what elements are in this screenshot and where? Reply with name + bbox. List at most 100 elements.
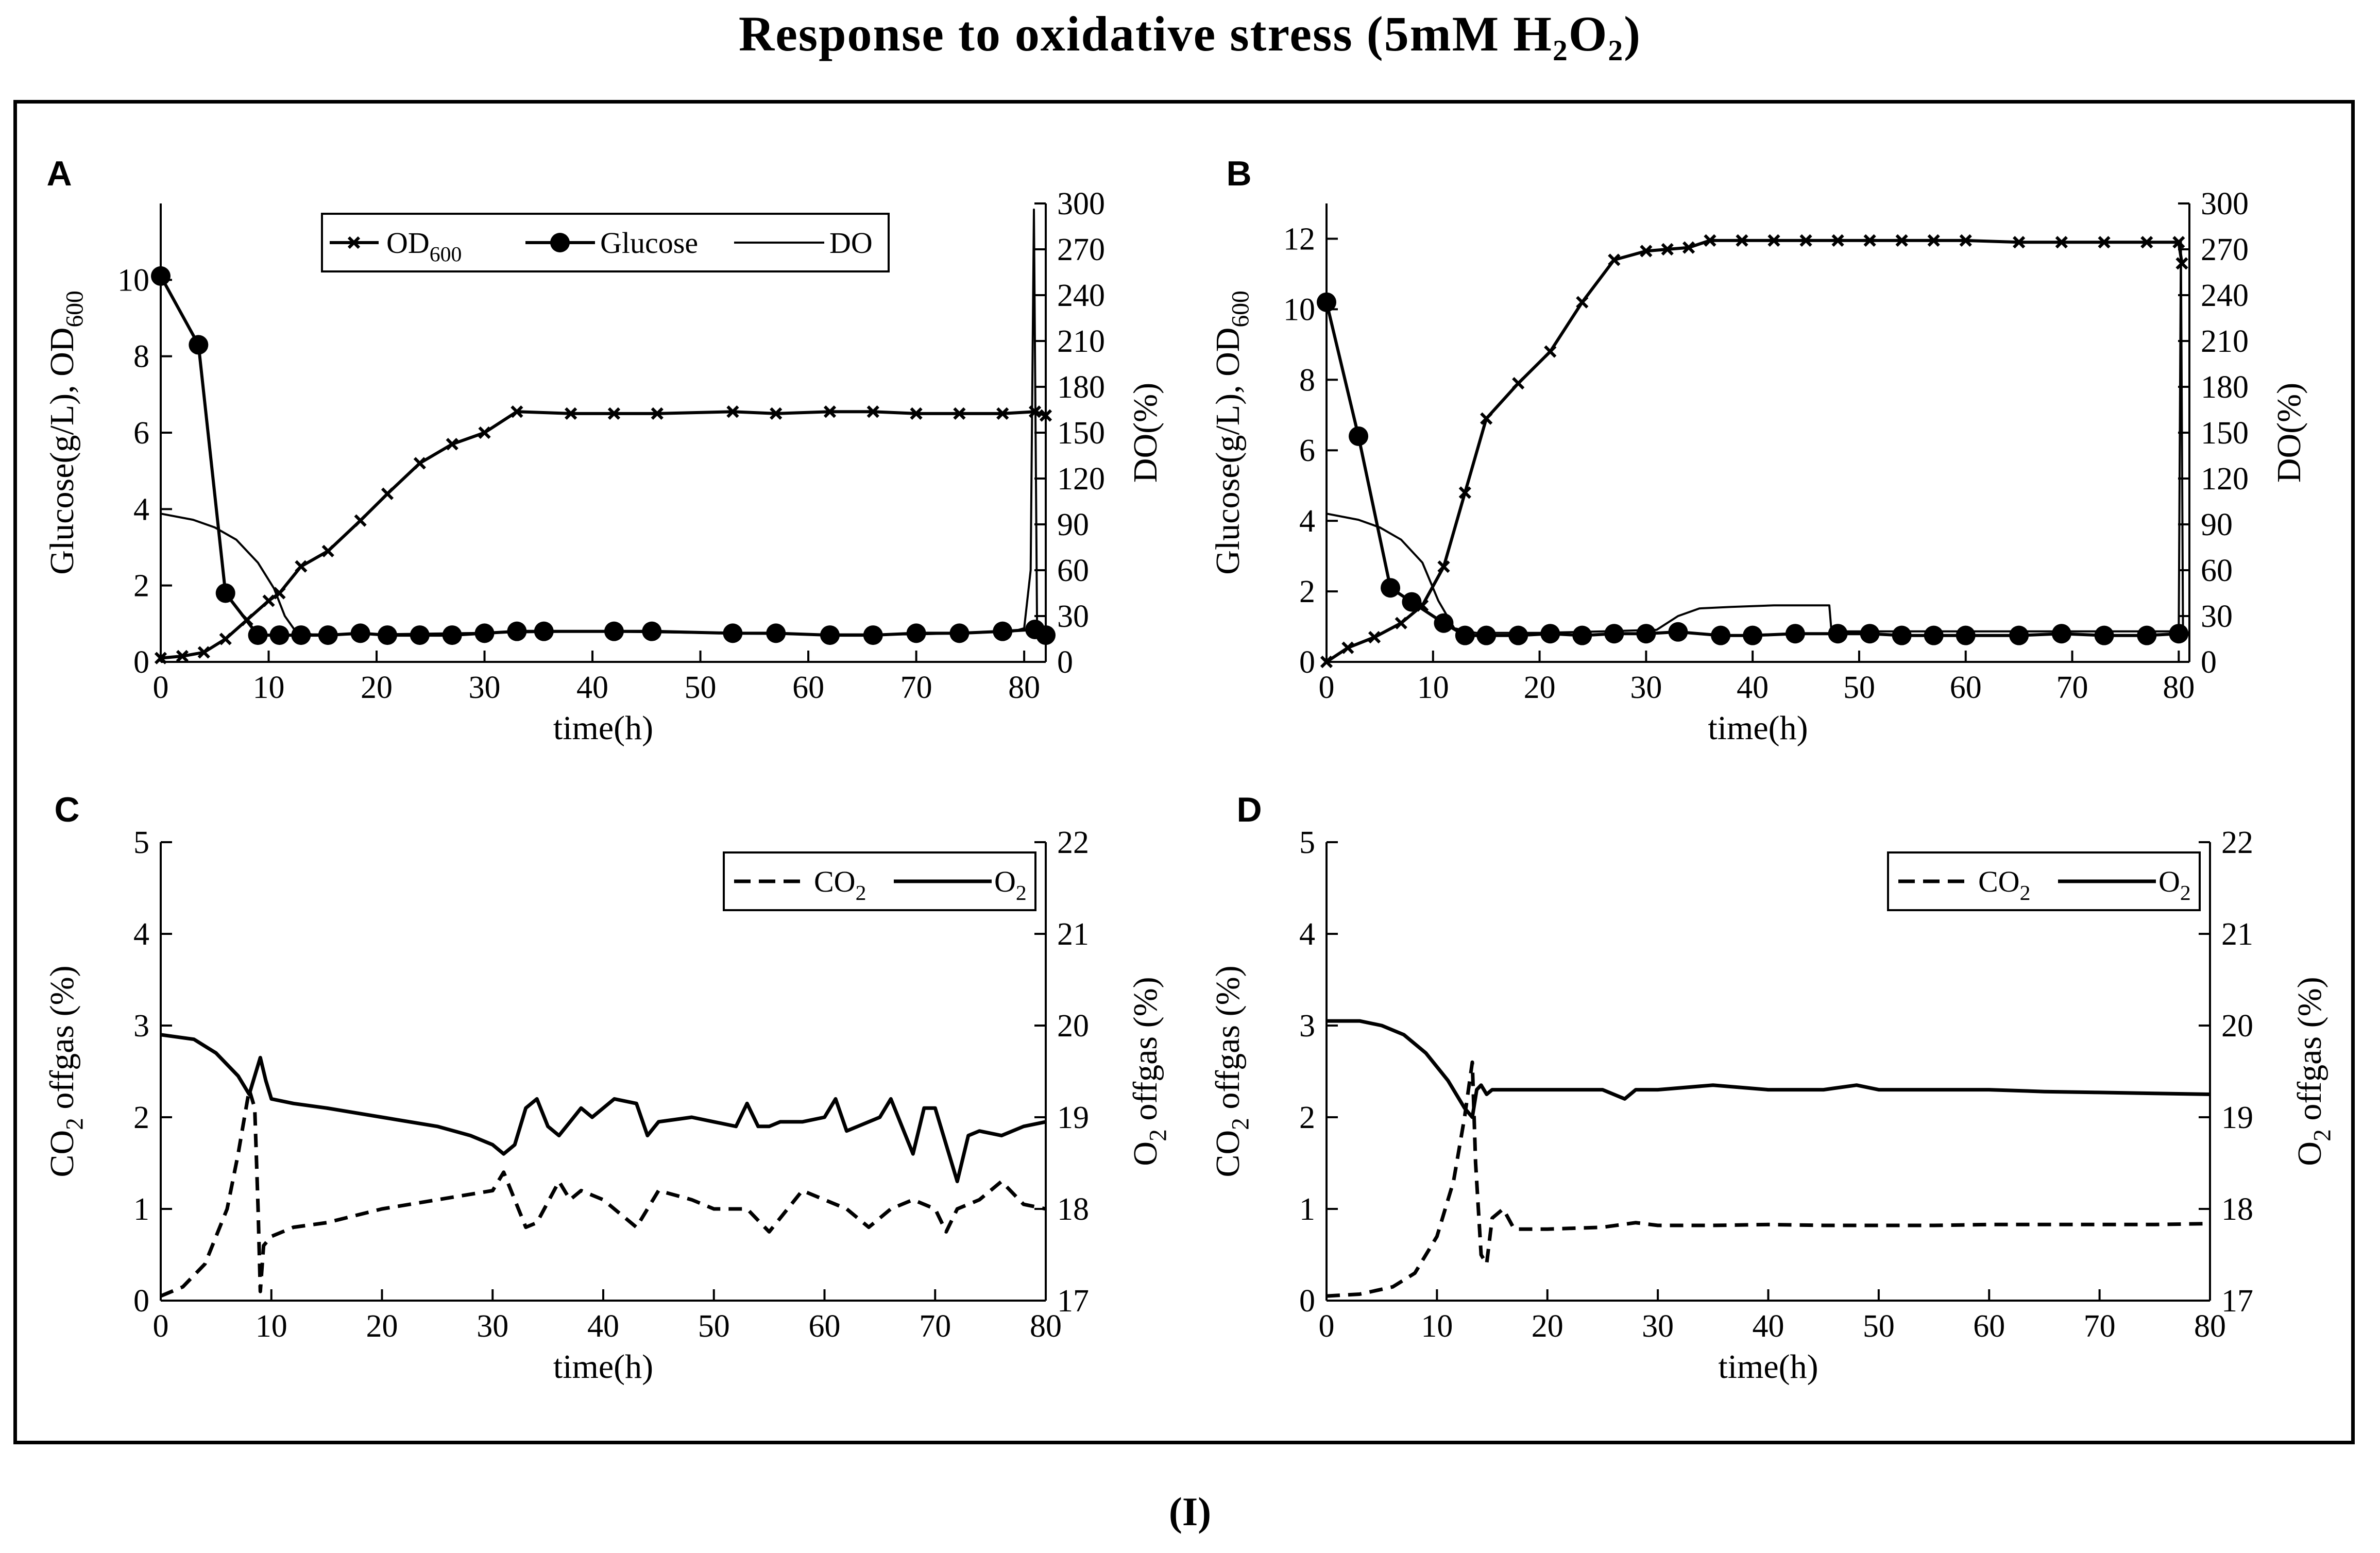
- y-tick-label-right: 21: [2221, 917, 2253, 952]
- glucose-point: [1636, 624, 1656, 644]
- y-tick-label-right: 21: [1057, 917, 1089, 952]
- glucose-point: [215, 583, 235, 603]
- y-tick-label-right: 90: [1057, 507, 1089, 542]
- od600-point: [1799, 234, 1812, 247]
- glucose-point: [189, 335, 209, 355]
- y-tick-label-right: 18: [2221, 1192, 2253, 1227]
- od600-point: [1959, 234, 1972, 247]
- panel-c: C 0 10 20 30 40 50 60 70 80 0 1 2 3 4 5 17 18 19 20 21 22 time…: [43, 790, 1171, 1386]
- glucose-point: [1860, 624, 1880, 644]
- y-tick-label-right: 20: [1057, 1009, 1089, 1044]
- od600-point: [2013, 236, 2026, 249]
- x-tick-label: 30: [1630, 670, 1662, 705]
- y-tick-label-left: 4: [1299, 917, 1315, 952]
- x-tick-label: 40: [1737, 670, 1769, 705]
- y-tick-label-right: 30: [1057, 599, 1089, 634]
- x-tick-label: 60: [1950, 670, 1982, 705]
- y-tick-label-right: 180: [2201, 370, 2249, 405]
- y-tick-label-right: 210: [2201, 324, 2249, 359]
- od600-point: [2172, 236, 2185, 249]
- y-tick-label-right: 90: [2201, 507, 2233, 542]
- od600-point: [1927, 234, 1940, 247]
- glucose-point: [442, 625, 462, 645]
- od600-point: [1480, 412, 1493, 425]
- series-line-o2: [160, 1033, 1046, 1184]
- glucose-point: [410, 625, 430, 645]
- od600-point: [2055, 236, 2068, 249]
- glucose-point: [1892, 625, 1912, 645]
- x-tick-label: 80: [1030, 1309, 1062, 1344]
- x-tick-label: 20: [1532, 1309, 1563, 1344]
- series-line-do: [160, 208, 1046, 636]
- x-tick-label: 50: [698, 1309, 730, 1344]
- od600-point: [262, 594, 275, 607]
- glucose-point: [2009, 625, 2029, 645]
- glucose-point: [507, 621, 527, 641]
- od600-point: [446, 438, 458, 451]
- od600-point: [1736, 234, 1748, 247]
- legend-od600-label: OD600: [386, 226, 462, 266]
- x-tick-label: 70: [2056, 670, 2088, 705]
- series-line-co2: [1326, 1060, 2211, 1298]
- glucose-point: [906, 623, 926, 643]
- y-axis-label-right: DO(%): [1127, 383, 1164, 483]
- series-line-glucose: [159, 275, 1047, 637]
- y-tick-label-right: 150: [2201, 416, 2249, 451]
- od600-point: [1320, 655, 1333, 669]
- panel-label: D: [1236, 790, 1262, 829]
- y-tick-label-left: 4: [133, 917, 149, 952]
- y-tick-label-right: 60: [2201, 553, 2233, 588]
- glucose-point: [1924, 625, 1944, 645]
- y-tick-label-left: 2: [1299, 1100, 1315, 1135]
- y-tick-label-right: 300: [1057, 186, 1105, 221]
- y-tick-label-right: 150: [1057, 416, 1105, 451]
- legend-glucose-label: Glucose: [600, 226, 698, 260]
- panel-label: C: [54, 790, 79, 829]
- y-tick-label-right: 240: [2201, 278, 2249, 313]
- legend-co2-label: CO2: [814, 865, 866, 905]
- x-tick-label: 20: [1524, 670, 1556, 705]
- y-tick-label-right: 0: [1057, 645, 1073, 680]
- y-tick-label-right: 210: [1057, 324, 1105, 359]
- od600-point: [953, 407, 966, 420]
- od600-point: [176, 650, 189, 663]
- glucose-point: [1711, 625, 1731, 645]
- od600-point: [1458, 486, 1471, 499]
- figure-frame: [13, 100, 2355, 1444]
- legend-do-label: DO: [829, 226, 873, 260]
- y-tick-label-right: 270: [1057, 232, 1105, 267]
- od600-point: [2140, 236, 2153, 249]
- y-tick-label-left: 8: [1299, 363, 1315, 398]
- x-tick-label: 0: [1319, 1309, 1335, 1344]
- figure-caption: (I): [1168, 1489, 1212, 1534]
- glucose-point: [1956, 625, 1976, 645]
- x-tick-label: 30: [1642, 1309, 1674, 1344]
- x-axis-label: time(h): [553, 709, 653, 747]
- y-tick-label-left: 2: [133, 569, 149, 604]
- glucose-point: [2137, 625, 2157, 645]
- y-tick-label-left: 2: [133, 1100, 149, 1135]
- y-tick-label-right: 120: [2201, 462, 2249, 497]
- od600-point: [219, 633, 232, 645]
- od600-point: [1608, 253, 1621, 266]
- x-tick-label: 10: [1421, 1309, 1453, 1344]
- y-tick-label-left: 0: [133, 1284, 149, 1319]
- panel-label: B: [1226, 154, 1251, 193]
- x-tick-label: 40: [1753, 1309, 1784, 1344]
- y-tick-label-right: 120: [1057, 462, 1105, 497]
- y-axis-label-left: CO2 offgas (%): [43, 965, 88, 1177]
- od600-point: [1512, 377, 1525, 390]
- y-tick-label-left: 12: [1283, 221, 1315, 257]
- glucose-point: [1828, 624, 1848, 644]
- glucose-point: [1508, 625, 1528, 645]
- series-line-o2: [1327, 1019, 2211, 1119]
- glucose-point: [1743, 625, 1763, 645]
- y-tick-label-left: 5: [133, 825, 149, 860]
- od600-point: [154, 652, 167, 664]
- glucose-point: [1476, 625, 1497, 645]
- y-tick-label-left: 10: [117, 263, 149, 298]
- y-tick-label-left: 10: [1283, 292, 1315, 327]
- y-tick-label-right: 240: [1057, 278, 1105, 313]
- series-line-od600: [160, 410, 1046, 660]
